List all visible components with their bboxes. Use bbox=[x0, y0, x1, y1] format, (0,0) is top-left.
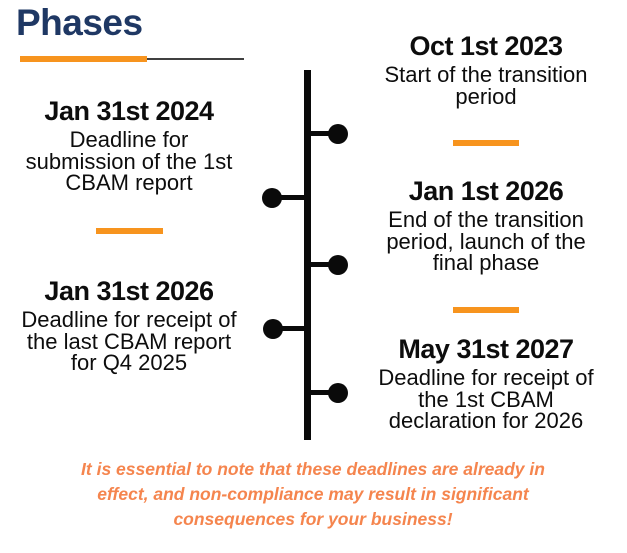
event-divider bbox=[453, 307, 519, 313]
event-description-line: declaration for 2026 bbox=[388, 408, 584, 433]
event-may-31st-2027: May 31st 2027 Deadline for receipt of th… bbox=[350, 334, 622, 432]
note-line: consequences for your business! bbox=[173, 509, 453, 529]
event-jan-31st-2026: Jan 31st 2026 Deadline for receipt of th… bbox=[0, 276, 258, 374]
event-description-line: Deadline for receipt of bbox=[378, 365, 594, 390]
event-date: Jan 1st 2026 bbox=[408, 176, 564, 206]
event-description-line: End of the transition bbox=[388, 207, 584, 232]
title-underline-rule bbox=[147, 58, 244, 60]
timeline-dot bbox=[262, 188, 282, 208]
event-divider bbox=[453, 140, 519, 146]
event-description-line: Deadline for bbox=[69, 127, 189, 152]
timeline-connector bbox=[307, 131, 334, 136]
timeline-dot bbox=[328, 255, 348, 275]
event-description-line: for Q4 2025 bbox=[70, 350, 188, 375]
timeline-dot bbox=[328, 383, 348, 403]
event-date: Jan 31st 2026 bbox=[44, 276, 214, 306]
event-jan-1st-2026: Jan 1st 2026 End of the transition perio… bbox=[350, 176, 622, 274]
event-date: May 31st 2027 bbox=[398, 334, 574, 364]
page-title: Phases bbox=[16, 2, 143, 43]
event-jan-31st-2024: Jan 31st 2024 Deadline for submission of… bbox=[0, 96, 258, 194]
timeline-connector bbox=[307, 262, 334, 267]
event-description-line: period, launch of the bbox=[386, 228, 586, 254]
event-description-line: CBAM report bbox=[65, 170, 193, 195]
event-description-line: final phase bbox=[432, 250, 540, 275]
event-description-line: period bbox=[455, 83, 517, 109]
event-date: Jan 31st 2024 bbox=[44, 96, 214, 126]
note-line: effect, and non-compliance may result in… bbox=[97, 484, 529, 504]
event-description-line: the 1st CBAM bbox=[418, 386, 554, 412]
event-description-line: submission of the 1st bbox=[25, 148, 233, 174]
timeline-connector bbox=[278, 195, 308, 200]
timeline-dot bbox=[328, 124, 348, 144]
note-line: It is essential to note that these deadl… bbox=[81, 459, 545, 479]
compliance-warning-note: It is essential to note that these deadl… bbox=[30, 457, 596, 532]
event-description-line: the last CBAM report bbox=[26, 328, 232, 354]
event-description-line: Start of the transition bbox=[384, 62, 588, 87]
title-underline-accent bbox=[20, 56, 147, 62]
timeline-connector bbox=[307, 390, 334, 395]
event-date: Oct 1st 2023 bbox=[409, 31, 563, 61]
timeline-connector bbox=[278, 326, 308, 331]
timeline-axis bbox=[304, 70, 311, 440]
event-divider bbox=[96, 228, 163, 234]
event-oct-1st-2023: Oct 1st 2023 Start of the transition per… bbox=[350, 31, 622, 107]
event-description-line: Deadline for receipt of bbox=[21, 307, 237, 332]
timeline-dot bbox=[263, 319, 283, 339]
